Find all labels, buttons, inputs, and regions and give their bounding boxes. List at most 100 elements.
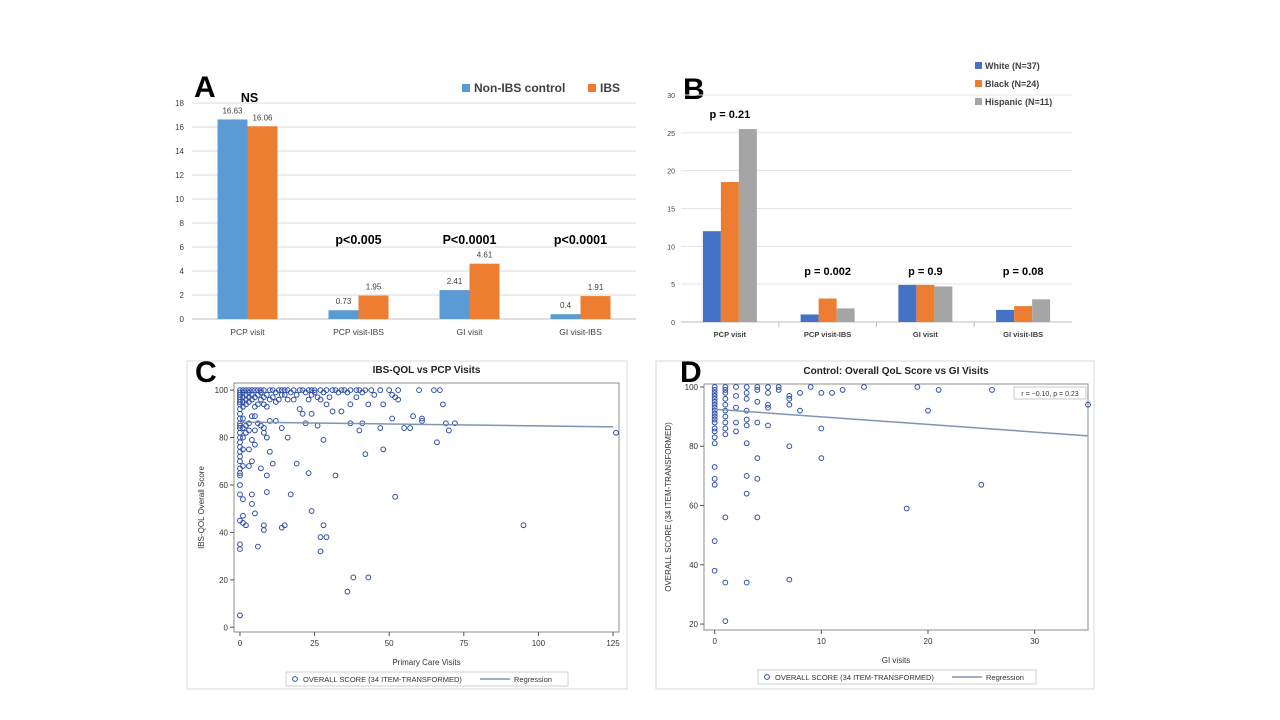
data-point	[416, 387, 422, 394]
legend-label: Regression	[986, 673, 1024, 682]
x-tick-label: 20	[924, 637, 933, 646]
data-label: 1.95	[366, 283, 382, 292]
y-tick-label: 100	[685, 383, 699, 392]
data-point	[386, 387, 393, 394]
data-point	[754, 419, 761, 426]
bar	[1014, 306, 1033, 322]
y-axis-label: OVERALL SCORE (34 ITEM-TRANSFORMED)	[664, 422, 673, 592]
x-tick-label: GI visit-IBS	[1003, 330, 1043, 339]
data-point	[317, 396, 324, 403]
data-point	[275, 396, 282, 403]
data-point	[365, 574, 372, 581]
x-tick-label: 30	[1030, 637, 1039, 646]
data-point	[722, 401, 729, 408]
data-point	[743, 416, 750, 423]
data-point	[237, 453, 243, 460]
data-point	[240, 463, 246, 469]
data-point	[266, 387, 273, 394]
data-point	[284, 434, 291, 441]
data-point	[237, 429, 243, 436]
data-point	[237, 612, 243, 619]
panel-b-letter: B	[683, 73, 705, 106]
y-tick-label: 8	[180, 219, 185, 228]
bar	[247, 126, 278, 319]
data-point	[317, 548, 324, 555]
significance-label: NS	[241, 91, 258, 105]
data-point	[807, 384, 814, 390]
stats-box	[1013, 386, 1087, 400]
y-tick-label: 14	[175, 147, 184, 156]
data-point	[935, 387, 942, 393]
data-point	[266, 418, 273, 424]
bar	[358, 295, 389, 319]
data-point	[722, 413, 729, 420]
data-point	[362, 387, 369, 394]
data-point	[260, 527, 267, 533]
legend-label: Black (N=24)	[985, 79, 1039, 89]
data-point	[419, 415, 425, 422]
data-point	[269, 460, 276, 467]
data-point	[442, 420, 449, 427]
legend-box	[757, 669, 1037, 685]
data-point	[237, 399, 243, 405]
data-point	[914, 384, 921, 390]
x-tick-label: PCP visit	[230, 327, 265, 337]
data-point	[743, 389, 750, 396]
data-point	[613, 429, 619, 436]
data-point	[786, 576, 793, 583]
plot-frame	[703, 383, 1089, 631]
p-value-label: p = 0.002	[804, 266, 851, 278]
data-point	[305, 387, 312, 394]
legend-label: Hispanic (N=11)	[985, 97, 1052, 107]
y-tick-label: 25	[667, 131, 675, 138]
x-tick-label: GI visit-IBS	[559, 327, 602, 337]
data-point	[765, 401, 771, 408]
data-point	[711, 395, 718, 402]
data-point	[308, 410, 315, 417]
data-point	[839, 387, 846, 393]
data-point	[743, 395, 750, 402]
data-point	[323, 401, 330, 408]
data-point	[786, 401, 793, 408]
data-point	[350, 574, 357, 581]
y-tick-label: 6	[180, 243, 185, 252]
data-point	[362, 451, 369, 458]
legend-marker	[764, 674, 770, 680]
x-tick-label: 100	[532, 639, 546, 648]
data-point	[743, 490, 750, 497]
chart-title: Control: Overall QoL Score vs GI Visits	[803, 366, 989, 377]
data-point	[237, 439, 243, 446]
data-point	[733, 384, 739, 390]
data-point	[765, 422, 771, 429]
data-point	[246, 387, 252, 394]
data-point	[733, 419, 739, 426]
data-point	[401, 425, 408, 431]
data-point	[786, 443, 793, 450]
data-point	[278, 391, 285, 398]
data-point	[240, 387, 246, 394]
data-label: 16.63	[222, 106, 243, 115]
data-point	[711, 419, 718, 426]
data-point	[314, 422, 321, 429]
data-point	[775, 384, 782, 390]
data-point	[329, 408, 336, 415]
data-point	[347, 387, 354, 394]
data-point	[722, 431, 729, 438]
data-point	[332, 472, 339, 479]
y-tick-label: 0	[671, 320, 675, 327]
data-point	[260, 387, 267, 394]
data-point	[754, 455, 761, 461]
data-point	[419, 418, 425, 424]
data-point	[263, 403, 270, 410]
data-point	[240, 446, 246, 453]
data-point	[326, 394, 333, 401]
data-point	[296, 387, 303, 394]
data-point	[249, 437, 255, 443]
data-point	[257, 387, 264, 394]
data-point	[311, 387, 318, 394]
data-point	[520, 522, 527, 529]
legend-label: OVERALL SCORE (34 ITEM-TRANSFORMED)	[775, 673, 934, 682]
data-point	[754, 384, 761, 390]
data-point	[353, 387, 360, 394]
y-tick-label: 18	[175, 99, 184, 108]
